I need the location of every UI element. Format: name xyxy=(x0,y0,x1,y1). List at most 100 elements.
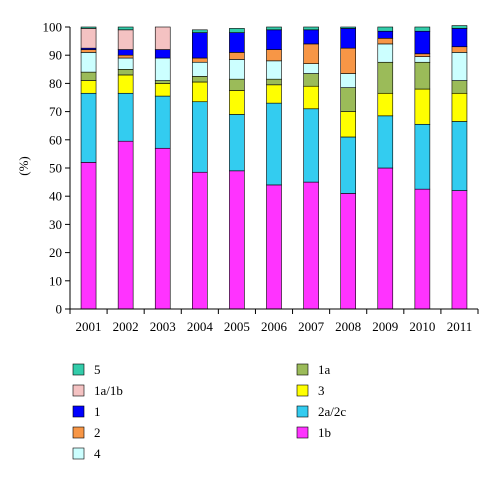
bar-1-2010 xyxy=(414,30,431,55)
bar-2-2010 xyxy=(414,53,431,57)
bar-1b-2009 xyxy=(377,167,394,310)
x-tick-label: 2003 xyxy=(150,319,176,334)
bar-1b-2007 xyxy=(303,181,319,310)
x-tick-label: 2009 xyxy=(372,319,398,334)
bar-2a/2c-2011 xyxy=(451,121,468,191)
bar-1b-2004 xyxy=(192,171,208,310)
bar-1-2009 xyxy=(377,30,394,39)
bar-4-2008 xyxy=(340,73,356,88)
bar-1b-2005 xyxy=(229,170,245,310)
y-tick-label: 30 xyxy=(49,217,62,232)
bar-5-2004 xyxy=(192,29,208,33)
bar-1b-2006 xyxy=(266,184,282,310)
x-tick-label: 2006 xyxy=(261,319,288,334)
bar-5-2006 xyxy=(266,26,282,31)
bar-4-2007 xyxy=(303,63,319,74)
bar-3-2009 xyxy=(377,92,394,117)
bar-1b-2003 xyxy=(154,147,171,310)
bar-3-2004 xyxy=(192,81,208,103)
bar-5-2009 xyxy=(377,26,394,32)
legend-swatch-1b xyxy=(296,426,309,439)
bar-1a-2004 xyxy=(192,76,208,83)
bar-4-2009 xyxy=(377,43,394,63)
legend-label-1: 1 xyxy=(94,404,101,419)
x-tick-label: 2004 xyxy=(187,319,214,334)
y-tick-label: 100 xyxy=(43,20,63,35)
bar-4-2010 xyxy=(414,56,431,63)
bar-3-2001 xyxy=(80,80,97,94)
legend-label-5: 5 xyxy=(94,362,101,377)
legend-swatch-1 xyxy=(72,405,85,418)
bar-3-2008 xyxy=(340,111,356,138)
legend-label-1b: 1b xyxy=(318,425,331,440)
bar-2-2009 xyxy=(377,37,394,45)
x-tick-label: 2005 xyxy=(224,319,250,334)
bar-5-2002 xyxy=(117,26,134,31)
legend-swatch-3 xyxy=(296,384,309,397)
legend-label-3: 3 xyxy=(318,383,325,398)
bar-4-2004 xyxy=(192,61,208,77)
bars-group xyxy=(80,25,468,310)
bar-1b-2008 xyxy=(340,193,356,310)
legend-swatch-1a xyxy=(296,363,309,376)
y-tick-label: 0 xyxy=(56,302,63,317)
bar-4-2006 xyxy=(266,60,282,80)
legend-swatch-1a/1b xyxy=(72,384,85,397)
bar-1-2007 xyxy=(303,29,319,45)
bar-2-2006 xyxy=(266,49,282,62)
bar-5-2010 xyxy=(414,26,431,32)
legend: 5 1a/1b 1 2 4 1a 3 2a/2c 1b xyxy=(72,362,346,461)
bar-1-2003 xyxy=(154,49,171,59)
bar-4-2002 xyxy=(117,57,134,70)
bar-1a/1b-2003 xyxy=(154,26,171,50)
bar-2a/2c-2008 xyxy=(340,136,356,194)
bar-1b-2001 xyxy=(80,162,97,310)
bar-3-2005 xyxy=(229,90,245,115)
bar-1-2008 xyxy=(340,28,356,49)
bar-3-2002 xyxy=(117,74,134,94)
bar-2-2004 xyxy=(192,57,208,63)
bar-1a-2001 xyxy=(80,71,97,81)
bar-1a/1b-2002 xyxy=(117,29,134,50)
bar-4-2001 xyxy=(80,52,97,73)
bar-1b-2010 xyxy=(414,188,431,310)
bar-2-2008 xyxy=(340,47,356,74)
bar-1a-2010 xyxy=(414,61,431,90)
legend-swatch-4 xyxy=(72,447,85,460)
bar-1-2006 xyxy=(266,29,282,50)
bar-2a/2c-2007 xyxy=(303,108,319,183)
y-tick-label: 20 xyxy=(49,245,62,260)
y-tick-label: 70 xyxy=(49,104,62,119)
bar-2a/2c-2001 xyxy=(80,92,97,163)
bar-2a/2c-2005 xyxy=(229,114,245,172)
bar-1a-2002 xyxy=(117,69,134,76)
bar-4-2003 xyxy=(154,57,171,81)
x-tick-label: 2010 xyxy=(409,319,435,334)
bar-3-2010 xyxy=(414,88,431,125)
bar-5-2008 xyxy=(340,26,356,29)
bar-1a-2007 xyxy=(303,73,319,87)
legend-label-1a: 1a xyxy=(318,362,331,377)
y-tick-label: 50 xyxy=(49,161,62,176)
legend-label-2a/2c: 2a/2c xyxy=(318,404,346,419)
y-tick-label: 80 xyxy=(49,76,62,91)
bar-1a/1b-2001 xyxy=(80,28,97,49)
x-tick-label: 2011 xyxy=(447,319,473,334)
x-tick-label: 2007 xyxy=(298,319,325,334)
bar-1a-2005 xyxy=(229,78,245,91)
y-tick-label: 10 xyxy=(49,273,62,288)
bar-4-2005 xyxy=(229,59,245,80)
bar-1-2011 xyxy=(451,28,468,48)
bar-2a/2c-2010 xyxy=(414,123,431,190)
bar-1-2002 xyxy=(117,49,134,56)
bar-1b-2002 xyxy=(117,140,134,310)
legend-label-1a/1b: 1a/1b xyxy=(94,383,123,398)
bar-2-2001 xyxy=(80,49,97,53)
bar-5-2011 xyxy=(451,25,468,29)
bar-2-2005 xyxy=(229,52,245,60)
bar-3-2003 xyxy=(154,83,171,97)
bar-4-2011 xyxy=(451,52,468,81)
bar-2a/2c-2004 xyxy=(192,101,208,173)
legend-swatch-5 xyxy=(72,363,85,376)
